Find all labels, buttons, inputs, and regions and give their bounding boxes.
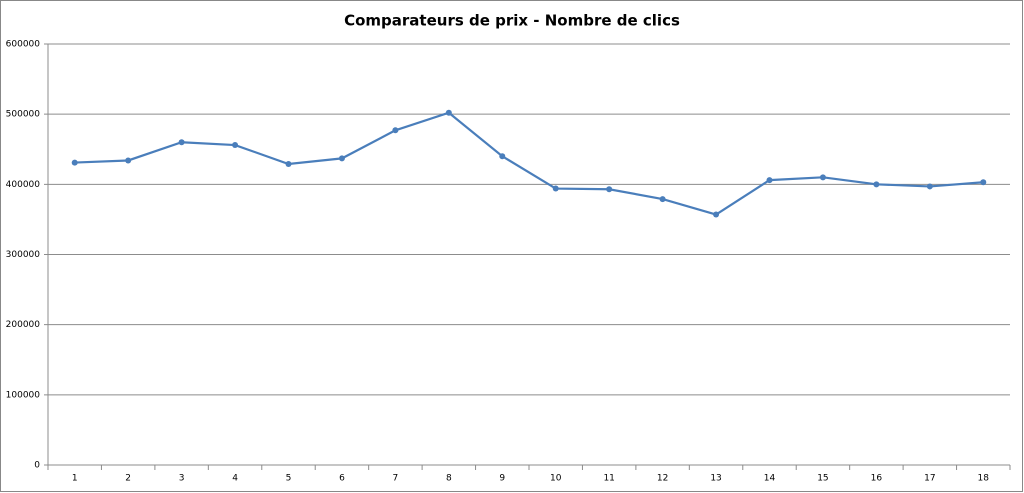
y-tick-label: 600000 [6,40,41,50]
data-point [873,181,880,188]
data-point [232,142,239,149]
data-point [71,159,78,166]
x-tick-label: 18 [978,474,990,484]
x-tick-label: 4 [232,474,238,484]
y-tick-label: 300000 [6,250,41,260]
data-point [980,179,987,186]
x-tick-label: 1 [72,474,78,484]
x-tick-label: 16 [871,474,883,484]
x-tick-label: 12 [657,474,668,484]
series-line [74,111,984,216]
y-tick-label: 100000 [6,390,41,400]
data-point [392,127,399,134]
data-point [713,211,720,218]
data-point [499,153,506,160]
x-tick-label: 11 [603,474,614,484]
data-point [659,196,666,203]
data-point [552,185,559,192]
data-point [285,160,292,167]
x-tick-label: 13 [710,474,721,484]
data-point [926,183,933,190]
x-tick-label: 8 [446,474,452,484]
x-tick-label: 5 [286,474,292,484]
chart-title: Comparateurs de prix - Nombre de clics [344,12,680,30]
x-tick-label: 6 [339,474,345,484]
data-point [125,157,132,164]
data-point [766,177,773,184]
data-point [338,155,345,162]
y-tick-label: 500000 [6,110,41,120]
data-point [606,186,613,193]
x-tick-label: 17 [924,474,935,484]
x-tick-label: 7 [393,474,399,484]
x-tick-label: 3 [179,474,185,484]
data-point [819,174,826,181]
data-point [178,139,185,146]
x-tick-label: 14 [764,474,776,484]
x-tick-label: 9 [499,474,505,484]
y-tick-label: 0 [34,461,40,471]
x-tick-label: 2 [125,474,131,484]
x-tick-label: 15 [817,474,828,484]
y-tick-label: 400000 [6,180,41,190]
x-tick-label: 10 [550,474,562,484]
data-point [445,109,452,116]
y-tick-label: 200000 [6,320,41,330]
